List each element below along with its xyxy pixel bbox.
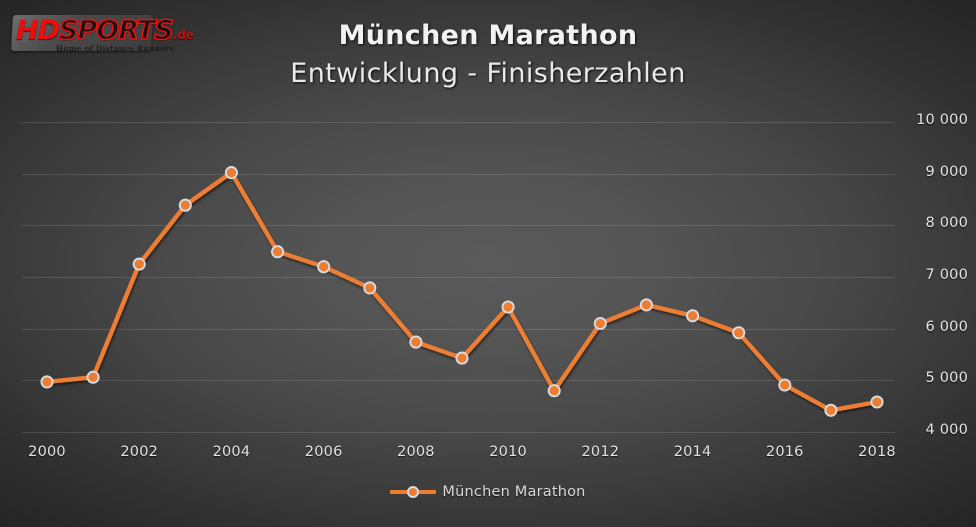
- x-axis-tick-label: 2012: [581, 444, 620, 460]
- legend-swatch: [390, 484, 437, 500]
- x-axis-tick-label: 2014: [673, 444, 712, 460]
- data-point-marker: [178, 198, 192, 212]
- x-axis-tick-label: 2002: [120, 444, 159, 460]
- data-point-marker: [593, 316, 607, 331]
- series-line-munchen-marathon: [44, 170, 880, 413]
- data-point-marker: [686, 309, 700, 323]
- y-axis-tick-label: 6 000: [925, 318, 968, 335]
- y-axis-tick-label: 9 000: [925, 163, 968, 180]
- x-axis-tick-label: 2000: [28, 444, 66, 460]
- data-point-marker: [778, 378, 792, 392]
- gridline: [22, 122, 895, 123]
- chart-title: München Marathon: [338, 20, 638, 51]
- x-axis-tick-label: 2016: [765, 444, 804, 460]
- logo-tld: .de: [172, 28, 194, 42]
- x-axis-tick-label: 2004: [212, 444, 251, 460]
- series-markers: [40, 166, 884, 417]
- data-point-marker: [547, 384, 561, 398]
- legend-marker-icon: [407, 486, 420, 498]
- data-point-marker: [455, 351, 469, 365]
- x-axis-tick-label: 2010: [489, 444, 527, 460]
- logo-tagline: Home of Distance Runners: [56, 44, 174, 53]
- logo-wordmark: HDSPORTS.de: [16, 14, 194, 47]
- logo-hd: HD: [16, 15, 60, 46]
- chart-legend: München Marathon: [0, 484, 976, 500]
- data-point-marker: [501, 300, 515, 314]
- data-point-marker: [224, 166, 238, 180]
- gridline: [22, 277, 895, 278]
- y-axis-tick-label: 10 000: [916, 112, 968, 128]
- gridline: [22, 173, 895, 175]
- gridline: [22, 432, 895, 433]
- x-axis-tick-label: 2008: [397, 444, 435, 460]
- data-point-marker: [639, 298, 653, 312]
- x-axis-tick-label: 2006: [304, 444, 343, 460]
- data-point-marker: [363, 281, 377, 295]
- data-point-marker: [317, 260, 331, 274]
- data-point-marker: [870, 395, 884, 409]
- gridline: [22, 328, 895, 330]
- data-point-marker: [732, 326, 746, 340]
- chart-subtitle: Entwicklung - Finisherzahlen: [290, 58, 686, 89]
- data-point-marker: [40, 375, 54, 389]
- data-point-marker: [824, 403, 838, 417]
- data-point-marker: [132, 257, 146, 271]
- y-axis-tick-label: 4 000: [925, 422, 968, 438]
- legend-label: München Marathon: [442, 484, 586, 500]
- x-axis-tick-label: 2018: [858, 444, 896, 460]
- gridline: [22, 225, 895, 227]
- y-axis-tick-label: 8 000: [925, 215, 968, 232]
- data-point-marker: [271, 245, 285, 259]
- logo-sports: SPORTS: [58, 14, 174, 47]
- y-axis-tick-label: 7 000: [925, 267, 968, 283]
- data-point-marker: [86, 370, 100, 384]
- gridline: [22, 380, 895, 382]
- data-point-marker: [409, 335, 423, 349]
- hdsports-logo: HDSPORTS.de Home of Distance Runners: [8, 9, 194, 61]
- y-axis-tick-label: 5 000: [925, 370, 968, 387]
